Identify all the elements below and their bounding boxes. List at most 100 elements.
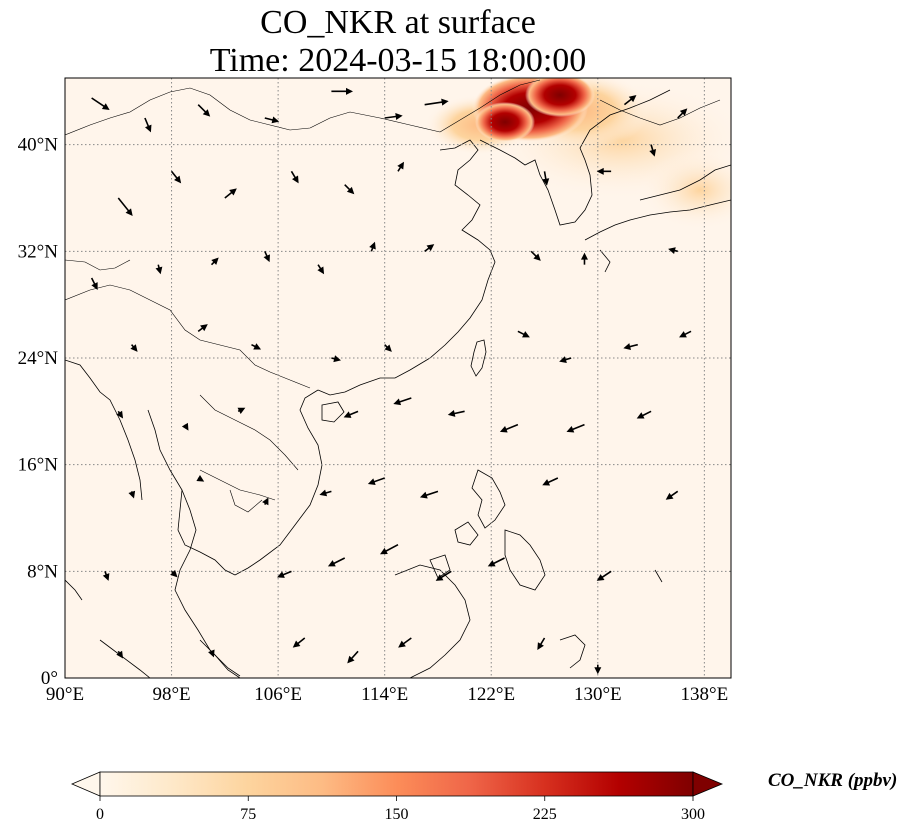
- lon-tick-label: 106°E: [254, 684, 302, 705]
- lat-tick-label: 8°N: [27, 561, 58, 582]
- wind-arrow: [435, 570, 452, 581]
- wind-arrow: [343, 410, 359, 418]
- wind-arrow: [197, 104, 211, 117]
- wind-arrow: [292, 637, 306, 648]
- wind-arrow: [277, 570, 292, 578]
- wind-arrow: [424, 98, 449, 106]
- map-frame: [64, 77, 732, 679]
- lat-tick-labels: 0° 8°N 16°N 24°N 32°N 40°N: [18, 135, 59, 689]
- wind-arrow: [116, 650, 124, 659]
- wind-arrow: [596, 167, 612, 175]
- wind-arrow: [649, 144, 657, 157]
- wind-arrow: [542, 171, 550, 186]
- wind-arrow: [384, 113, 403, 120]
- wind-arrow: [367, 477, 385, 485]
- wind-arrow: [393, 397, 412, 406]
- wind-arrow: [117, 197, 133, 216]
- wind-arrow: [130, 344, 138, 352]
- wind-arrow: [91, 97, 110, 110]
- wind-arrow: [398, 637, 412, 648]
- wind-arrow: [317, 264, 325, 275]
- lon-tick-label: 90°E: [46, 684, 84, 705]
- wind-arrow: [487, 557, 505, 567]
- wind-arrow: [144, 117, 152, 133]
- gridlines: [64, 78, 731, 679]
- wind-arrow: [665, 490, 679, 500]
- wind-arrow: [263, 251, 270, 263]
- wind-arrow: [319, 489, 332, 497]
- wind-arrow: [170, 170, 182, 184]
- colorbar-gradient: [99, 771, 694, 797]
- colorbar-tick-label: 75: [240, 806, 257, 823]
- wind-arrow: [290, 170, 299, 184]
- wind-arrow: [224, 188, 237, 199]
- lon-tick-label: 130°E: [574, 684, 622, 705]
- figure-subtitle-time: Time: 2024-03-15 18:00:00: [209, 42, 587, 79]
- lat-tick-label: 16°N: [18, 455, 59, 476]
- wind-arrow: [636, 410, 652, 419]
- wind-arrow: [566, 423, 585, 433]
- wind-arrow: [347, 650, 359, 664]
- wind-arrow: [262, 497, 269, 506]
- wind-arrow: [623, 343, 638, 350]
- lat-tick-label: 32°N: [18, 241, 59, 262]
- wind-arrow: [331, 87, 353, 95]
- lat-tick-label: 40°N: [18, 135, 59, 156]
- wind-arrow: [397, 161, 404, 172]
- wind-arrow: [679, 330, 692, 338]
- wind-arrow: [128, 490, 136, 499]
- wind-arrow: [155, 264, 163, 275]
- wind-arrow: [208, 649, 215, 658]
- wind-arrow: [90, 277, 98, 290]
- wind-arrow: [327, 557, 346, 567]
- wind-arrow: [668, 247, 678, 255]
- wind-arrow: [344, 184, 355, 195]
- coastlines: [65, 79, 731, 678]
- colorbar-tick-label: 150: [384, 806, 409, 823]
- wind-arrow: [170, 569, 178, 578]
- colorbar-tick-label: 300: [681, 806, 705, 823]
- wind-arrow: [537, 637, 546, 650]
- wind-arrow: [380, 543, 399, 555]
- wind-arrow: [181, 422, 189, 431]
- wind-arrow: [237, 407, 246, 414]
- wind-arrow: [384, 344, 392, 352]
- wind-arrow: [210, 257, 219, 266]
- concentration-field: [425, 78, 731, 230]
- wind-arrow: [116, 410, 124, 419]
- wind-arrow: [596, 570, 612, 581]
- lon-tick-label: 98°E: [152, 684, 190, 705]
- wind-arrow: [102, 571, 110, 581]
- wind-arrow: [677, 108, 688, 119]
- lon-tick-labels: 90°E 98°E 106°E 114°E 122°E 130°E 138°E: [46, 684, 728, 705]
- wind-arrow: [264, 116, 280, 124]
- colorbar-extend-max: [692, 771, 724, 797]
- wind-arrow: [623, 95, 637, 106]
- wind-arrow: [197, 324, 208, 332]
- wind-arrow: [499, 423, 519, 433]
- wind-arrow: [369, 241, 376, 252]
- wind-arrow: [542, 477, 559, 486]
- wind-arrow: [196, 474, 205, 482]
- wind-arrow: [530, 250, 541, 261]
- wind-arrow: [424, 244, 435, 252]
- wind-arrow: [517, 330, 530, 338]
- figure-title: CO_NKR at surface: [260, 4, 536, 41]
- wind-arrow: [559, 356, 572, 363]
- colorbar-tick-label: 0: [96, 806, 104, 823]
- colorbar: [70, 771, 724, 801]
- wind-arrow: [419, 490, 439, 499]
- colorbar-label: CO_NKR (ppbv): [768, 770, 898, 791]
- lat-tick-label: 0°: [41, 668, 58, 689]
- wind-vectors: [90, 87, 692, 675]
- lon-tick-label: 122°E: [467, 684, 515, 705]
- colorbar-tick-label: 225: [532, 806, 557, 823]
- wind-arrow: [447, 410, 465, 417]
- lon-tick-label: 138°E: [681, 684, 729, 705]
- wind-arrow: [331, 355, 341, 363]
- wind-arrow: [580, 252, 588, 265]
- wind-arrow: [594, 664, 602, 675]
- lat-tick-label: 24°N: [18, 348, 59, 369]
- wind-arrow: [251, 343, 262, 350]
